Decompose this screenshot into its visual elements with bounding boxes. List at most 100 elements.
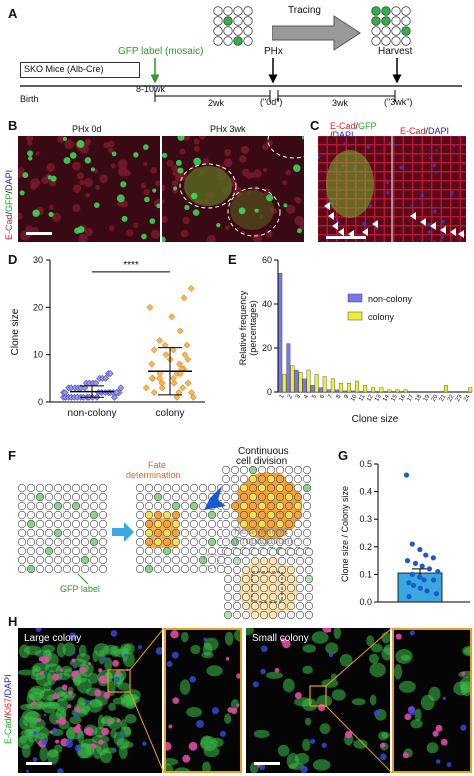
dapi-signal	[460, 724, 467, 731]
cell-signal	[150, 229, 160, 239]
grid-cell	[62, 537, 72, 547]
grid-cell	[144, 546, 154, 556]
birth-label: Birth	[20, 94, 39, 104]
grid-cell	[135, 519, 145, 529]
grid-cell	[266, 528, 276, 538]
gfp-colony	[326, 150, 374, 218]
grid-cell	[293, 501, 303, 511]
nucleus-signal	[57, 695, 61, 699]
grid-cell	[153, 528, 163, 538]
nucleus-signal	[41, 656, 50, 664]
cell-signal	[18, 170, 23, 178]
grid-cell	[171, 501, 181, 511]
grid-cell	[71, 555, 81, 565]
h-side-label: E-Cad/Ki67/DAPI	[3, 674, 13, 744]
grid-cell	[243, 6, 253, 16]
cell-border	[336, 234, 347, 242]
grid-cell	[248, 483, 258, 493]
cell-signal	[78, 233, 88, 242]
cell-border	[422, 162, 432, 172]
x-tick-label: 24	[463, 393, 472, 402]
grid-cell	[53, 546, 63, 556]
grid-cell	[171, 510, 181, 520]
grid-cell	[277, 610, 287, 620]
grid-cell	[153, 519, 163, 529]
data-point	[404, 558, 411, 564]
cell-signal	[162, 216, 168, 223]
cell-signal	[410, 719, 423, 729]
cell-signal	[84, 228, 93, 237]
nucleus-signal	[435, 724, 443, 732]
nucleus-signal	[71, 658, 76, 663]
data-point	[170, 379, 178, 387]
grid-cell	[248, 519, 258, 529]
f-cell-division: cell division	[236, 456, 288, 467]
cell-signal	[420, 694, 435, 711]
cell-border	[327, 144, 337, 154]
grid-cell	[189, 501, 199, 511]
b-side-label: E-Cad/GFP/DAPI	[4, 169, 14, 240]
grid-cell	[239, 483, 249, 493]
nucleus-signal	[98, 668, 103, 673]
cell-border	[384, 136, 394, 145]
cell-signal	[54, 744, 63, 754]
cell-signal	[141, 233, 147, 240]
cell-signal	[330, 673, 338, 681]
grid-cell	[44, 510, 54, 520]
grid-cell	[135, 492, 145, 502]
b-side-dapi: DAPI	[4, 169, 14, 191]
cell-signal	[368, 653, 379, 664]
cell-signal	[378, 731, 388, 741]
cell-signal	[420, 193, 424, 198]
x-tick-label: 6	[319, 393, 326, 399]
cell-border	[403, 198, 413, 208]
grid-cell	[275, 474, 285, 484]
grid-cell	[248, 510, 258, 520]
bar	[306, 369, 311, 393]
dapi-signal	[155, 647, 162, 655]
cell-border	[431, 144, 442, 154]
grid-cell	[302, 510, 312, 520]
grid-cell	[180, 483, 190, 493]
grid-cell	[302, 528, 312, 538]
x-tick-label: 23	[455, 393, 464, 402]
cell-signal	[239, 155, 247, 163]
grid-cell	[80, 555, 90, 565]
grid-cell	[241, 583, 251, 593]
cell-signal	[179, 148, 186, 155]
grid-cell	[171, 537, 181, 547]
grid-cell	[89, 528, 99, 538]
bar	[286, 343, 291, 393]
cell-border	[431, 153, 442, 163]
data-point	[61, 389, 69, 396]
grid-cell	[189, 492, 199, 502]
grid-cell	[80, 492, 90, 502]
cell-border	[327, 136, 337, 145]
grid-cell	[17, 510, 27, 520]
grid-cell	[198, 483, 208, 493]
cell-signal	[266, 194, 274, 202]
data-point	[148, 360, 156, 368]
grid-cell	[44, 564, 54, 574]
grid-cell	[277, 601, 287, 611]
grid-cell	[302, 537, 312, 547]
cell-signal	[193, 145, 200, 152]
panel-f-label: F	[8, 448, 16, 463]
cell-border	[460, 216, 466, 226]
legend-label: non-colony	[368, 294, 413, 304]
cell-border	[384, 162, 394, 172]
y-tick-label: 0.5	[359, 459, 372, 469]
grid-cell	[71, 546, 81, 556]
dapi-signal	[32, 730, 38, 736]
data-point	[156, 370, 164, 378]
bar	[403, 389, 408, 393]
grid-cell	[275, 519, 285, 529]
cell-signal	[59, 691, 77, 699]
cell-border	[460, 189, 466, 199]
grid-cell	[17, 564, 27, 574]
grid-cell	[284, 528, 294, 538]
cell-signal	[94, 202, 100, 208]
cell-signal	[225, 225, 230, 231]
dapi-signal	[72, 664, 78, 669]
cell-border	[412, 207, 423, 217]
